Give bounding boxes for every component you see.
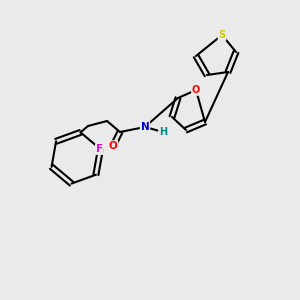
- Text: O: O: [192, 85, 200, 95]
- Text: N: N: [141, 122, 149, 132]
- Text: H: H: [159, 127, 167, 137]
- Text: F: F: [96, 144, 103, 154]
- Text: S: S: [218, 30, 226, 40]
- Text: O: O: [109, 141, 117, 151]
